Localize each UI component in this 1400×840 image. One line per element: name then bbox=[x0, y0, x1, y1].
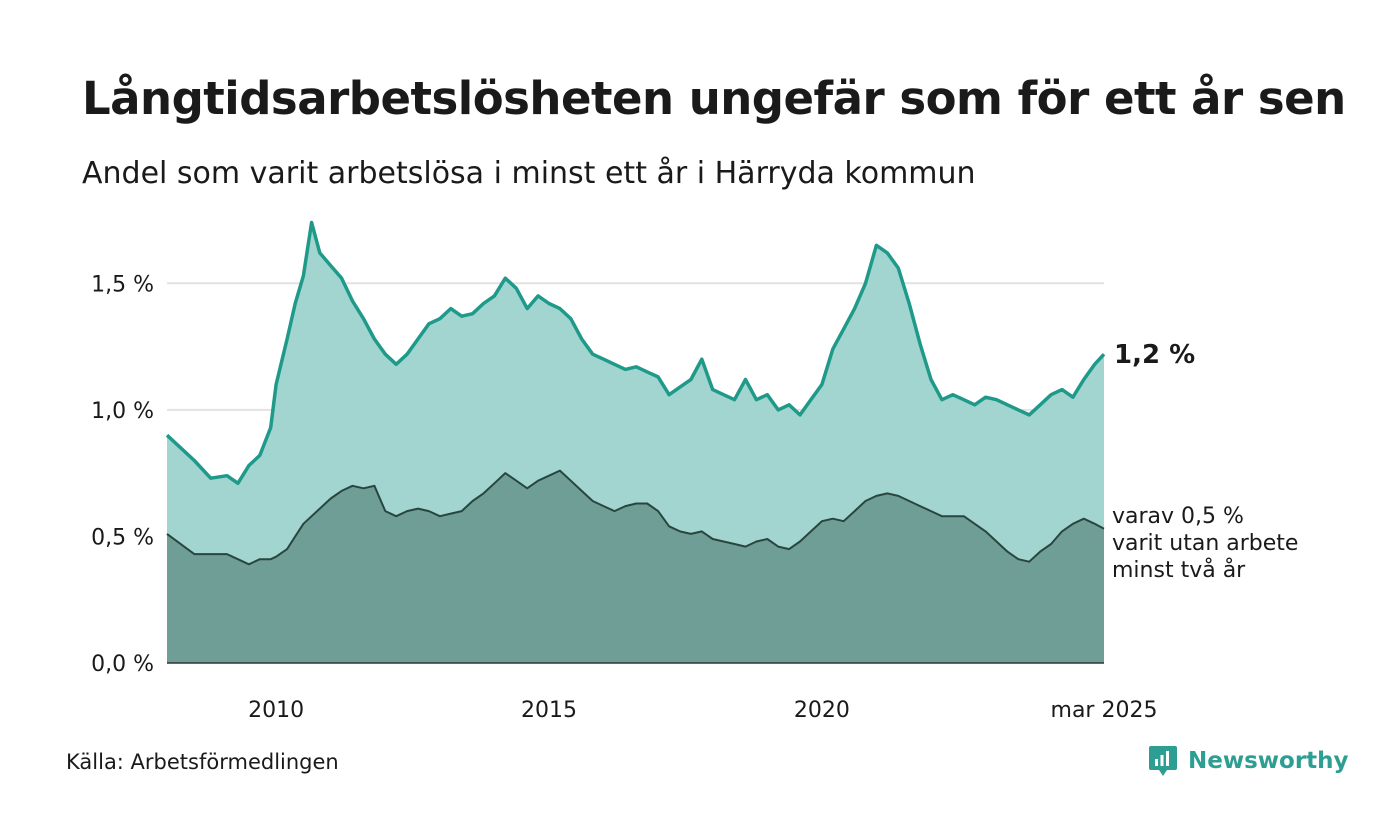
sub-line bbox=[166, 469, 1105, 566]
x-axis: 2010 2015 2020 mar 2025 bbox=[248, 698, 1157, 723]
sub-label-line: minst två år bbox=[1112, 557, 1246, 583]
sub-area bbox=[167, 470, 1104, 663]
source-note: Källa: Arbetsförmedlingen bbox=[66, 750, 339, 774]
x-tick-label: 2010 bbox=[248, 698, 304, 723]
x-tick-label: 2020 bbox=[794, 698, 850, 723]
x-tick-label: mar 2025 bbox=[1051, 698, 1158, 723]
total-line bbox=[165, 220, 1106, 486]
y-tick-label: 0,5 % bbox=[91, 525, 154, 550]
y-tick-label: 1,0 % bbox=[91, 399, 154, 424]
newsworthy-icon bbox=[1149, 746, 1177, 776]
y-tick-label: 0,0 % bbox=[91, 652, 154, 677]
x-tick-label: 2015 bbox=[521, 698, 577, 723]
y-axis: 0,0 % 0,5 % 1,0 % 1,5 % bbox=[91, 272, 154, 677]
sub-label-line: varit utan arbete bbox=[1112, 531, 1298, 556]
end-value-label: 1,2 % bbox=[1114, 340, 1195, 370]
sub-label-line: varav 0,5 % bbox=[1112, 504, 1244, 529]
brand-logo: Newsworthy bbox=[1148, 744, 1349, 778]
chart-subtitle: Andel som varit arbetslösa i minst ett å… bbox=[82, 156, 976, 191]
y-tick-label: 1,5 % bbox=[91, 272, 154, 297]
brand-name: Newsworthy bbox=[1188, 748, 1349, 774]
chart-title: Långtidsarbetslösheten ungefär som för e… bbox=[82, 72, 1346, 125]
